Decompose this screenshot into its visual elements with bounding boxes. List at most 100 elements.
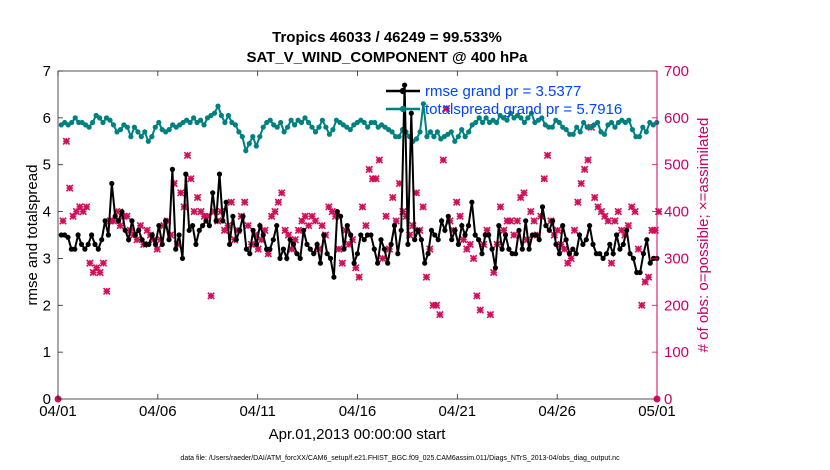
rmse-point (122, 227, 128, 233)
y-axis-right: 0 100 200 300 400 500 600 700 (652, 63, 689, 408)
obs-point (513, 217, 522, 225)
y-right-tick-label: 0 (664, 391, 672, 408)
rmse-point (462, 232, 468, 238)
obs-point (291, 235, 299, 244)
rmse-point (614, 232, 620, 238)
rmse-point (139, 237, 145, 243)
obs-point (644, 273, 653, 281)
obs-point (624, 221, 633, 230)
totalspread-point (243, 148, 249, 154)
totalspread-point (612, 124, 618, 130)
rmse-point (476, 237, 482, 243)
obs-point (207, 292, 215, 300)
rmse-point (280, 246, 286, 252)
totalspread-point (462, 134, 468, 140)
y-left-tick-label: 6 (43, 110, 51, 127)
totalspread-point (431, 134, 437, 140)
totalspread-point (110, 122, 117, 128)
rmse-point (502, 232, 509, 238)
totalspread-point (305, 119, 312, 126)
totalspread-point (365, 124, 371, 130)
totalspread-point (504, 117, 510, 123)
totalspread-point (626, 117, 632, 123)
rmse-point (496, 223, 502, 229)
rmse-point (435, 237, 441, 243)
x-axis: 04/01 04/06 04/11 04/16 04/21 04/26 05/01 (39, 71, 676, 420)
rmse-point (573, 251, 579, 257)
obs-point (240, 198, 249, 206)
rmse-point (489, 246, 495, 252)
obs-point (607, 259, 616, 267)
obs-point (540, 175, 548, 183)
totalspread-point (347, 127, 353, 133)
x-tick-label: 04/01 (39, 403, 77, 420)
rmse-point (533, 232, 539, 238)
totalspread-point (138, 134, 144, 140)
rmse-point (324, 251, 330, 257)
totalspread-point (187, 119, 193, 126)
obs-point (520, 189, 528, 197)
totalspread-point (389, 129, 395, 135)
rmse-point (179, 255, 186, 261)
totalspread-point (319, 117, 325, 123)
rmse-point (637, 269, 643, 276)
totalspread-point (69, 119, 75, 126)
obs-point (372, 175, 380, 183)
rmse-point (186, 227, 192, 233)
obs-point (442, 104, 451, 113)
rmse-point (227, 241, 233, 247)
obs-point (193, 193, 202, 202)
totalspread-point (142, 129, 148, 135)
obs-point (227, 198, 236, 206)
rmse-point (543, 223, 549, 229)
obs-point (358, 203, 367, 211)
totalspread-point (90, 119, 96, 126)
rmse-point (341, 246, 347, 252)
totalspread-point (473, 119, 479, 126)
rmse-point (92, 241, 98, 247)
obs-point (584, 156, 592, 164)
obs-point (611, 217, 619, 225)
rmse-point (200, 223, 206, 229)
rmse-point (213, 218, 219, 224)
totalspread-point (507, 110, 514, 116)
totalspread-point (577, 129, 583, 135)
totalspread-point (521, 119, 528, 126)
totalspread-point (480, 119, 486, 126)
totalspread-point (459, 127, 465, 133)
obs-point (456, 212, 464, 221)
rmse-point (307, 246, 313, 252)
obs-point (422, 273, 431, 281)
obs-point (553, 226, 562, 235)
totalspread-point (86, 124, 92, 130)
rmse-point (455, 241, 461, 247)
rmse-point (216, 171, 223, 177)
rmse-point (358, 232, 364, 238)
totalspread-point (581, 119, 587, 126)
rmse-point (351, 260, 357, 266)
rmse-point (391, 223, 398, 229)
obs-point (577, 179, 585, 188)
rmse-point (428, 227, 435, 233)
obs-point (574, 198, 582, 206)
y-left-tick-label: 0 (43, 391, 51, 408)
obs-point (530, 217, 538, 225)
rmse-point (270, 237, 276, 243)
totalspread-point (420, 101, 426, 107)
rmse-point (163, 218, 169, 224)
rmse-series (58, 82, 660, 280)
rmse-point (290, 241, 297, 247)
plot-area (54, 71, 663, 403)
rmse-point (348, 232, 354, 238)
totalspread-point (292, 122, 298, 128)
rmse-line (61, 85, 657, 278)
rmse-point (536, 237, 542, 243)
rmse-point (600, 255, 606, 261)
rmse-point (311, 251, 317, 257)
obs-point (469, 254, 478, 263)
totalspread-point (281, 129, 287, 135)
obs-point (614, 207, 623, 216)
rmse-point (105, 232, 111, 238)
totalspread-point (494, 119, 500, 126)
footer-datafile: data file: /Users/raeder/DAI/ATM_forcXX/… (180, 455, 620, 462)
